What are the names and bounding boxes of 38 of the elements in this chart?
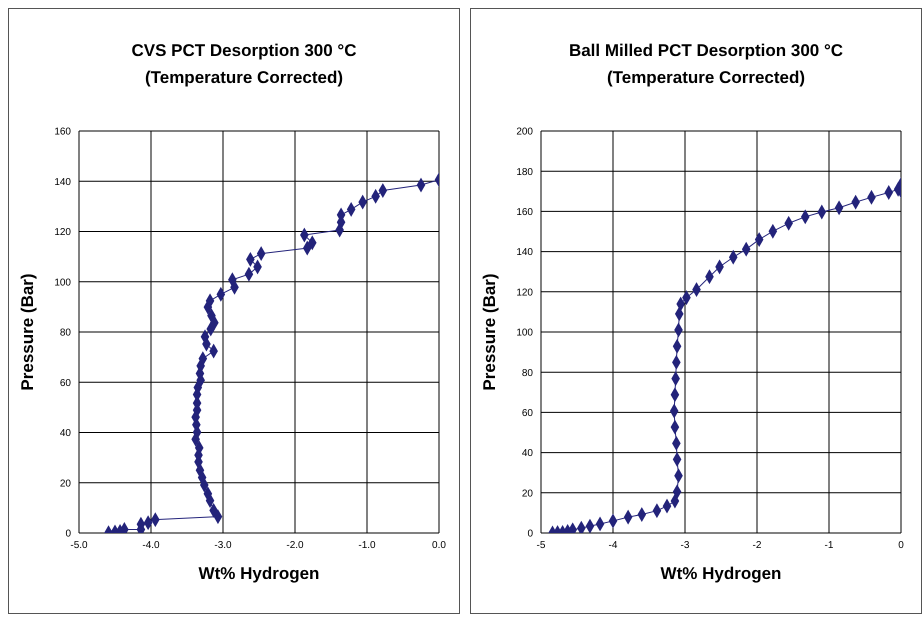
x-axis-title: Wt% Hydrogen: [660, 564, 782, 583]
x-tick-label: -4.0: [142, 540, 160, 552]
x-tick-label: -2.0: [286, 540, 304, 552]
x-tick-label: -3.0: [214, 540, 232, 552]
y-axis-title: Pressure (Bar): [18, 273, 38, 391]
x-tick-label: -1.0: [358, 540, 376, 552]
y-tick-label: 120: [516, 287, 534, 298]
y-tick-label: 120: [54, 227, 72, 238]
y-tick-label: 80: [522, 368, 534, 379]
x-tick-label: -1: [824, 540, 834, 552]
y-tick-label: 140: [54, 176, 72, 188]
y-tick-label: 20: [522, 488, 534, 500]
x-tick-label: -5: [536, 540, 546, 552]
y-tick-label: 60: [522, 408, 534, 419]
x-tick-label: -2: [752, 540, 762, 552]
y-tick-label: 100: [54, 277, 72, 288]
y-tick-label: 0: [527, 528, 534, 540]
chart-title: CVS PCT Desorption 300 °C (Temperature Corrected): [130, 40, 358, 89]
y-tick-label: 160: [516, 206, 534, 218]
y-tick-label: 160: [54, 126, 72, 138]
y-tick-label: 60: [60, 378, 72, 389]
y-tick-label: 40: [60, 428, 72, 440]
y-tick-label: 100: [516, 328, 534, 339]
y-tick-label: 80: [60, 328, 72, 339]
x-tick-label: -5.0: [70, 540, 88, 552]
x-tick-label: 0: [898, 540, 904, 552]
y-tick-label: 40: [522, 448, 534, 460]
y-tick-label: 180: [516, 166, 534, 178]
chart-title: Ball Milled PCT Desorption 300 °C (Temperature Corrected): [568, 40, 844, 89]
y-tick-label: 0: [65, 528, 72, 540]
x-axis-title: Wt% Hydrogen: [198, 564, 320, 583]
y-tick-label: 200: [516, 126, 534, 138]
x-tick-label: 0.0: [432, 540, 446, 552]
y-tick-label: 20: [60, 478, 72, 490]
x-tick-label: -4: [608, 540, 618, 552]
y-tick-label: 140: [516, 247, 534, 258]
x-tick-label: -3: [680, 540, 690, 552]
y-axis-title: Pressure (Bar): [480, 273, 500, 391]
